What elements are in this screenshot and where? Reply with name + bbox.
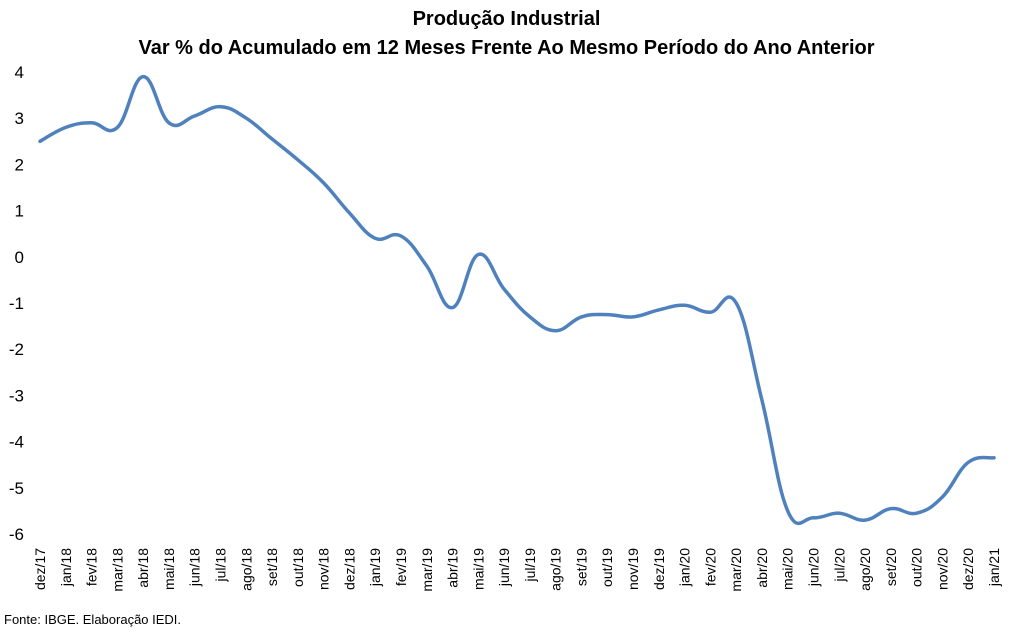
x-tick-label: jan/21 (986, 548, 1002, 587)
x-tick-label: jul/20 (831, 548, 847, 583)
y-tick-label: -3 (9, 386, 24, 405)
data-point (889, 507, 893, 511)
data-point (451, 306, 455, 310)
x-tick-label: mai/18 (161, 548, 177, 590)
data-point (193, 114, 197, 118)
data-point (528, 315, 532, 319)
data-point (812, 516, 816, 520)
x-tick-label: set/19 (573, 548, 589, 586)
data-point (219, 105, 223, 109)
x-tick-label: out/20 (909, 548, 925, 587)
x-tick-label: jun/20 (806, 548, 822, 587)
y-tick-label: -6 (9, 525, 24, 544)
data-point (786, 509, 790, 513)
x-tick-label: set/20 (883, 548, 899, 586)
x-tick-label: ago/19 (548, 548, 564, 591)
y-tick-label: 2 (15, 155, 24, 174)
data-point (734, 301, 738, 305)
x-tick-label: out/18 (290, 548, 306, 587)
data-point (425, 264, 429, 268)
y-tick-label: 1 (15, 202, 24, 221)
x-axis-ticks: dez/17 jan/18 fev/18 mar/18 abr/18 mai/18 jun/… (32, 548, 1002, 592)
x-tick-label: abr/20 (754, 548, 770, 588)
y-tick-label: 4 (15, 63, 24, 82)
x-tick-label: dez/19 (651, 548, 667, 590)
x-tick-label: dez/18 (341, 548, 357, 590)
data-point (863, 518, 867, 522)
x-tick-label: dez/17 (32, 548, 48, 590)
x-tick-label: mar/20 (728, 548, 744, 592)
data-point (38, 139, 42, 143)
x-tick-label: jan/19 (367, 548, 383, 587)
x-tick-label: abr/19 (445, 548, 461, 588)
x-tick-label: dez/20 (960, 548, 976, 590)
data-point (760, 398, 764, 402)
x-tick-label: mar/18 (109, 548, 125, 592)
y-tick-label: -1 (9, 294, 24, 313)
data-point (399, 234, 403, 238)
data-point (270, 137, 274, 141)
data-point (708, 310, 712, 314)
x-tick-label: mar/19 (419, 548, 435, 592)
x-tick-label: jun/19 (496, 548, 512, 587)
x-tick-label: fev/19 (393, 548, 409, 586)
data-point (502, 287, 506, 291)
data-point (476, 253, 480, 257)
data-point (631, 315, 635, 319)
data-point (115, 125, 119, 129)
x-tick-label: mai/19 (470, 548, 486, 590)
x-tick-label: abr/18 (135, 548, 151, 588)
data-point (837, 511, 841, 515)
y-tick-label: -4 (9, 433, 24, 452)
x-tick-label: jul/18 (212, 548, 228, 583)
y-tick-label: 3 (15, 109, 24, 128)
x-tick-label: ago/18 (238, 548, 254, 591)
chart-subtitle: Var % do Acumulado em 12 Meses Frente Ao… (138, 37, 875, 59)
data-point (940, 495, 944, 499)
data-point (296, 158, 300, 162)
data-point (683, 303, 687, 307)
x-tick-label: fev/18 (84, 548, 100, 586)
data-point (244, 116, 248, 120)
x-tick-label: nov/20 (934, 548, 950, 590)
x-tick-label: out/19 (599, 548, 615, 587)
data-point (605, 313, 609, 317)
x-tick-label: jun/18 (187, 548, 203, 587)
x-tick-label: fev/20 (702, 548, 718, 586)
y-tick-label: -2 (9, 340, 24, 359)
x-tick-label: set/18 (264, 548, 280, 586)
series-points (38, 75, 996, 522)
source-note: Fonte: IBGE. Elaboração IEDI. (4, 612, 182, 627)
data-point (347, 211, 351, 215)
x-tick-label: mai/20 (780, 548, 796, 590)
x-tick-label: nov/18 (316, 548, 332, 590)
data-point (915, 511, 919, 515)
y-axis-ticks: 4 3 2 1 0 -1 -2 -3 -4 -5 -6 (9, 63, 24, 544)
data-point (657, 308, 661, 312)
x-tick-label: nov/19 (625, 548, 641, 590)
x-tick-label: ago/20 (857, 548, 873, 591)
chart-title: Produção Industrial (412, 8, 601, 30)
data-point (580, 315, 584, 319)
data-point (141, 75, 145, 79)
data-point (322, 181, 326, 185)
data-point (90, 121, 94, 125)
data-point (373, 236, 377, 240)
x-tick-label: jan/18 (58, 548, 74, 587)
y-tick-label: 0 (15, 248, 24, 267)
x-tick-label: jul/19 (522, 548, 538, 583)
y-tick-label: -5 (9, 479, 24, 498)
data-point (992, 456, 996, 460)
data-point (554, 329, 558, 333)
data-point (966, 460, 970, 464)
data-point (64, 125, 68, 129)
data-point (167, 121, 171, 125)
x-tick-label: jan/20 (677, 548, 693, 587)
series-line (38, 74, 996, 526)
